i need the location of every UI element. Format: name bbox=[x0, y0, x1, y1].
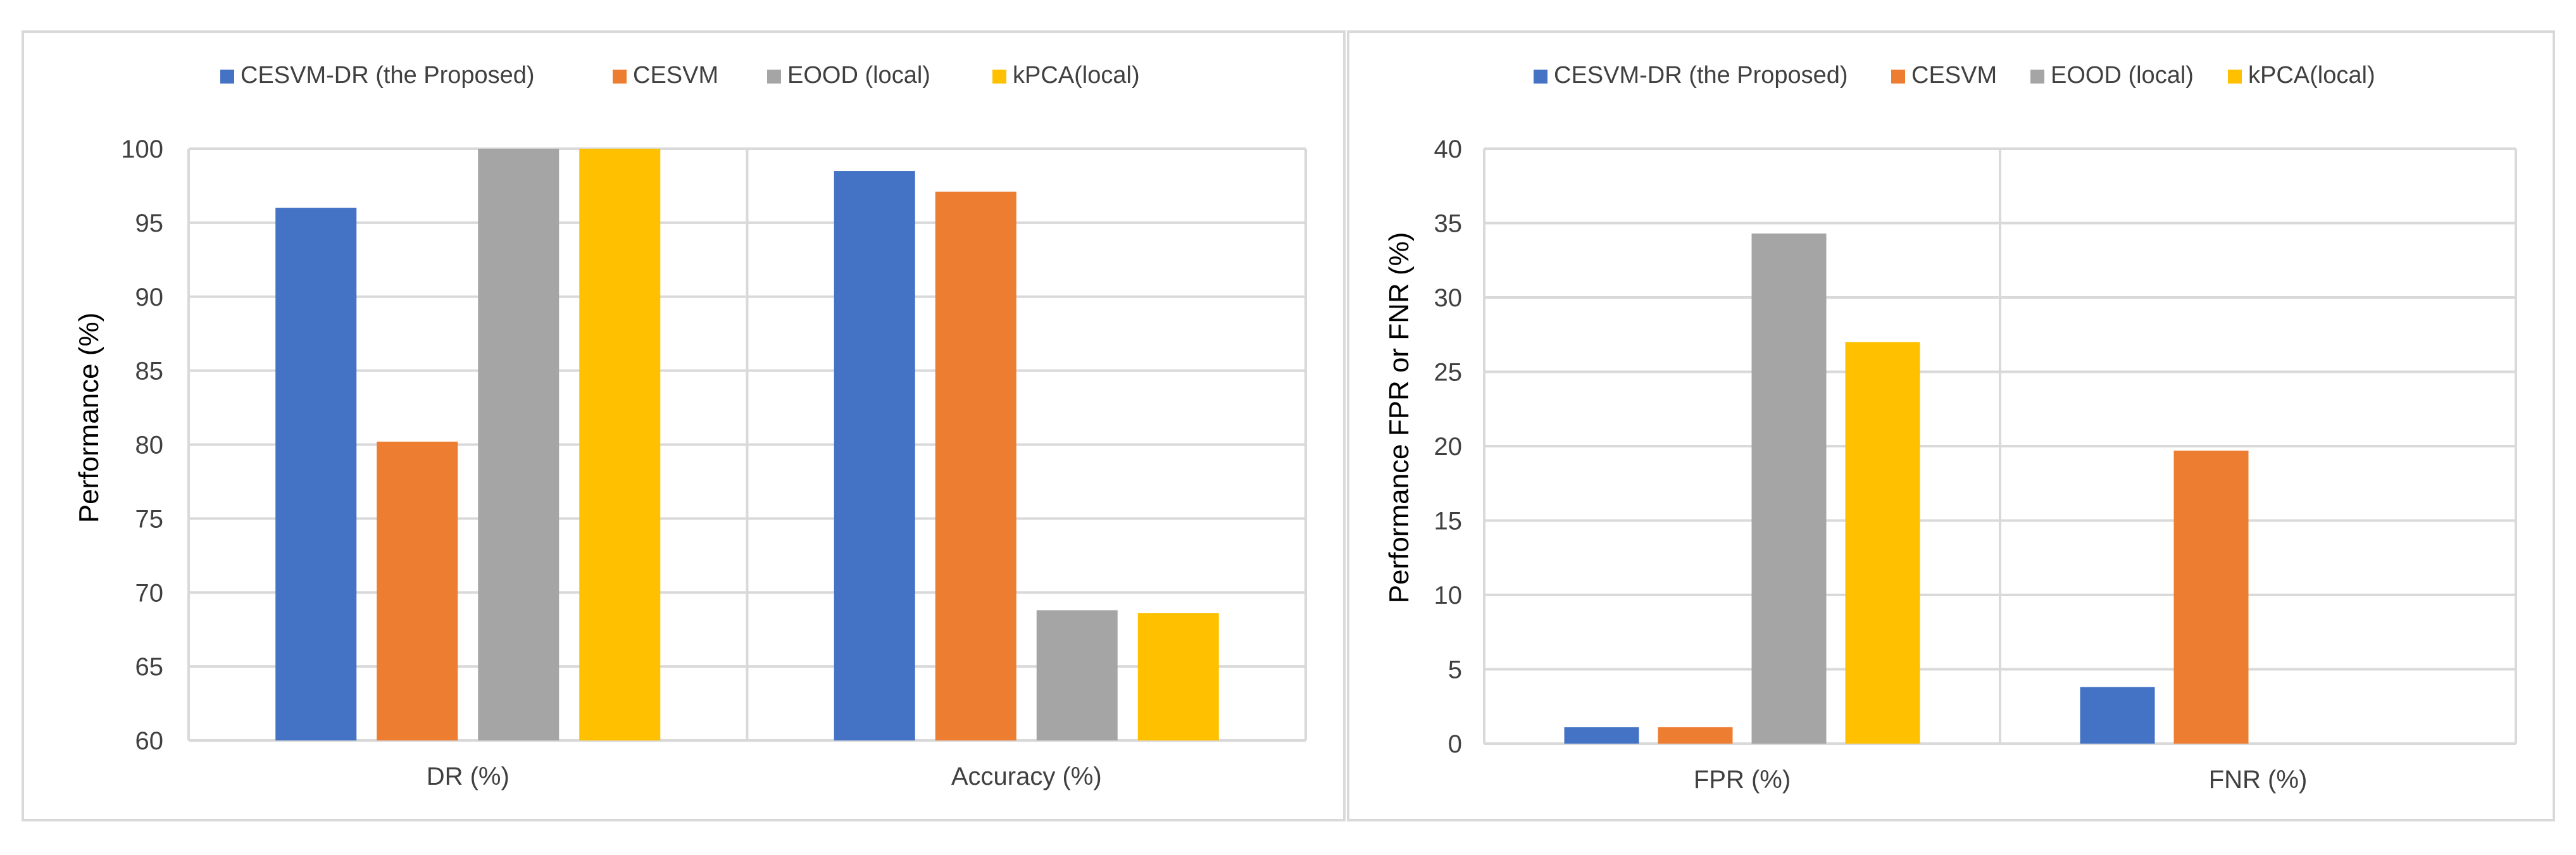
legend-label-cesvm-dr: CESVM-DR (the Proposed) bbox=[1554, 62, 1848, 89]
legend-item-cesvm-dr: CESVM-DR (the Proposed) bbox=[1534, 62, 1848, 89]
legend-item-kpca: kPCA(local) bbox=[2228, 62, 2375, 89]
legend-label-kpca: kPCA(local) bbox=[2248, 62, 2375, 89]
chart-left-y-ticks: 60 65 70 75 80 85 90 95 100 bbox=[121, 135, 163, 755]
left-y-tick-95: 95 bbox=[135, 209, 164, 237]
legend-swatch-cesvm-dr bbox=[220, 70, 234, 84]
left-bar-eood-local-accuracy bbox=[1036, 610, 1118, 740]
chart-right-gridlines bbox=[1483, 147, 2517, 745]
left-bar-cesvm-dr bbox=[377, 441, 458, 740]
chart-right-bars bbox=[1564, 233, 2249, 744]
chart-left-bars bbox=[275, 149, 1219, 741]
legend-item-cesvm: CESVM bbox=[1891, 62, 1997, 89]
right-y-tick-15: 15 bbox=[1434, 508, 1463, 535]
chart-right-frame bbox=[1347, 30, 2555, 821]
left-y-tick-75: 75 bbox=[135, 505, 164, 533]
left-bar-kpca-local-dr bbox=[579, 149, 661, 740]
legend-swatch-kpca bbox=[992, 70, 1006, 84]
left-y-tick-80: 80 bbox=[135, 432, 164, 459]
left-y-tick-65: 65 bbox=[135, 653, 164, 681]
left-x-tick-dr: DR (%) bbox=[427, 763, 510, 790]
left-bar-cesvm-accuracy bbox=[935, 191, 1016, 741]
chart-left: 60 65 70 75 80 85 90 95 100 DR (%) Accuracy (%) P… bbox=[22, 30, 1346, 821]
legend-item-eood: EOOD (local) bbox=[2030, 62, 2194, 89]
chart-left-y-axis-title: Performance (%) bbox=[73, 313, 104, 523]
chart-left-frame bbox=[22, 30, 1346, 821]
right-y-tick-40: 40 bbox=[1434, 135, 1463, 163]
left-y-tick-90: 90 bbox=[135, 284, 164, 311]
right-bar-cesvm-fpr bbox=[1658, 727, 1733, 744]
left-x-tick-accuracy: Accuracy (%) bbox=[951, 763, 1102, 790]
right-bar-kpca-local-fpr bbox=[1845, 342, 1920, 744]
chart-left-gridlines bbox=[187, 147, 1307, 742]
legend-swatch-cesvm bbox=[1891, 70, 1905, 84]
legend-item-cesvm-dr: CESVM-DR (the Proposed) bbox=[220, 62, 535, 89]
left-bar-eood-local-dr bbox=[478, 149, 560, 740]
right-y-tick-5: 5 bbox=[1448, 656, 1462, 684]
legend-label-cesvm: CESVM bbox=[1911, 62, 1997, 89]
right-x-tick-fnr: FNR (%) bbox=[2209, 766, 2308, 794]
right-y-tick-35: 35 bbox=[1434, 210, 1463, 238]
left-y-tick-70: 70 bbox=[135, 579, 164, 607]
legend-label-cesvm: CESVM bbox=[633, 62, 718, 89]
legend-label-eood: EOOD (local) bbox=[2051, 62, 2194, 89]
right-bar-eood-local-fpr bbox=[1751, 233, 1827, 744]
left-bar-kpca-local-accuracy bbox=[1137, 613, 1219, 740]
legend-label-kpca: kPCA(local) bbox=[1013, 62, 1140, 89]
right-bar-cesvm-fnr bbox=[2173, 451, 2249, 744]
chart-left-legend: CESVM-DR (the Proposed) CESVM EOOD (loca… bbox=[220, 62, 1140, 89]
right-bar-cesvm-dr-the-proposed-fnr bbox=[2080, 687, 2155, 744]
right-y-tick-10: 10 bbox=[1434, 582, 1463, 609]
left-bar-cesvm-dr-the-proposed-accuracy bbox=[834, 171, 915, 740]
legend-swatch-cesvm-dr bbox=[1534, 70, 1547, 84]
legend-item-cesvm: CESVM bbox=[613, 62, 718, 89]
legend-item-kpca: kPCA(local) bbox=[992, 62, 1140, 89]
chart-right-x-ticks: FPR (%) FNR (%) bbox=[1694, 766, 2307, 794]
chart-right-y-axis-title: Performance FPR or FNR (%) bbox=[1384, 232, 1415, 604]
legend-label-eood: EOOD (local) bbox=[787, 62, 930, 89]
left-y-tick-100: 100 bbox=[121, 135, 163, 163]
right-y-tick-20: 20 bbox=[1434, 433, 1463, 461]
left-y-tick-85: 85 bbox=[135, 358, 164, 385]
legend-item-eood: EOOD (local) bbox=[767, 62, 930, 89]
legend-swatch-kpca bbox=[2228, 70, 2242, 84]
legend-swatch-eood bbox=[767, 70, 781, 84]
right-y-tick-30: 30 bbox=[1434, 284, 1463, 312]
right-y-tick-0: 0 bbox=[1448, 730, 1462, 758]
chart-right-y-ticks: 0 5 10 15 20 25 30 35 40 bbox=[1434, 135, 1463, 758]
legend-label-cesvm-dr: CESVM-DR (the Proposed) bbox=[241, 62, 535, 89]
left-y-tick-60: 60 bbox=[135, 727, 164, 755]
right-y-tick-25: 25 bbox=[1434, 359, 1463, 387]
right-bar-cesvm-dr-the-proposed-fpr bbox=[1564, 727, 1639, 744]
chart-left-x-ticks: DR (%) Accuracy (%) bbox=[427, 763, 1102, 790]
legend-swatch-cesvm bbox=[613, 70, 627, 84]
left-bar-cesvm-dr-the-proposed-dr bbox=[275, 208, 357, 740]
chart-right: 0 5 10 15 20 25 30 35 40 FPR (%) FNR (%) Performa… bbox=[1347, 30, 2555, 821]
chart-right-legend: CESVM-DR (the Proposed) CESVM EOOD (loca… bbox=[1534, 62, 2375, 89]
legend-swatch-eood bbox=[2030, 70, 2044, 84]
right-x-tick-fpr: FPR (%) bbox=[1694, 766, 1791, 794]
